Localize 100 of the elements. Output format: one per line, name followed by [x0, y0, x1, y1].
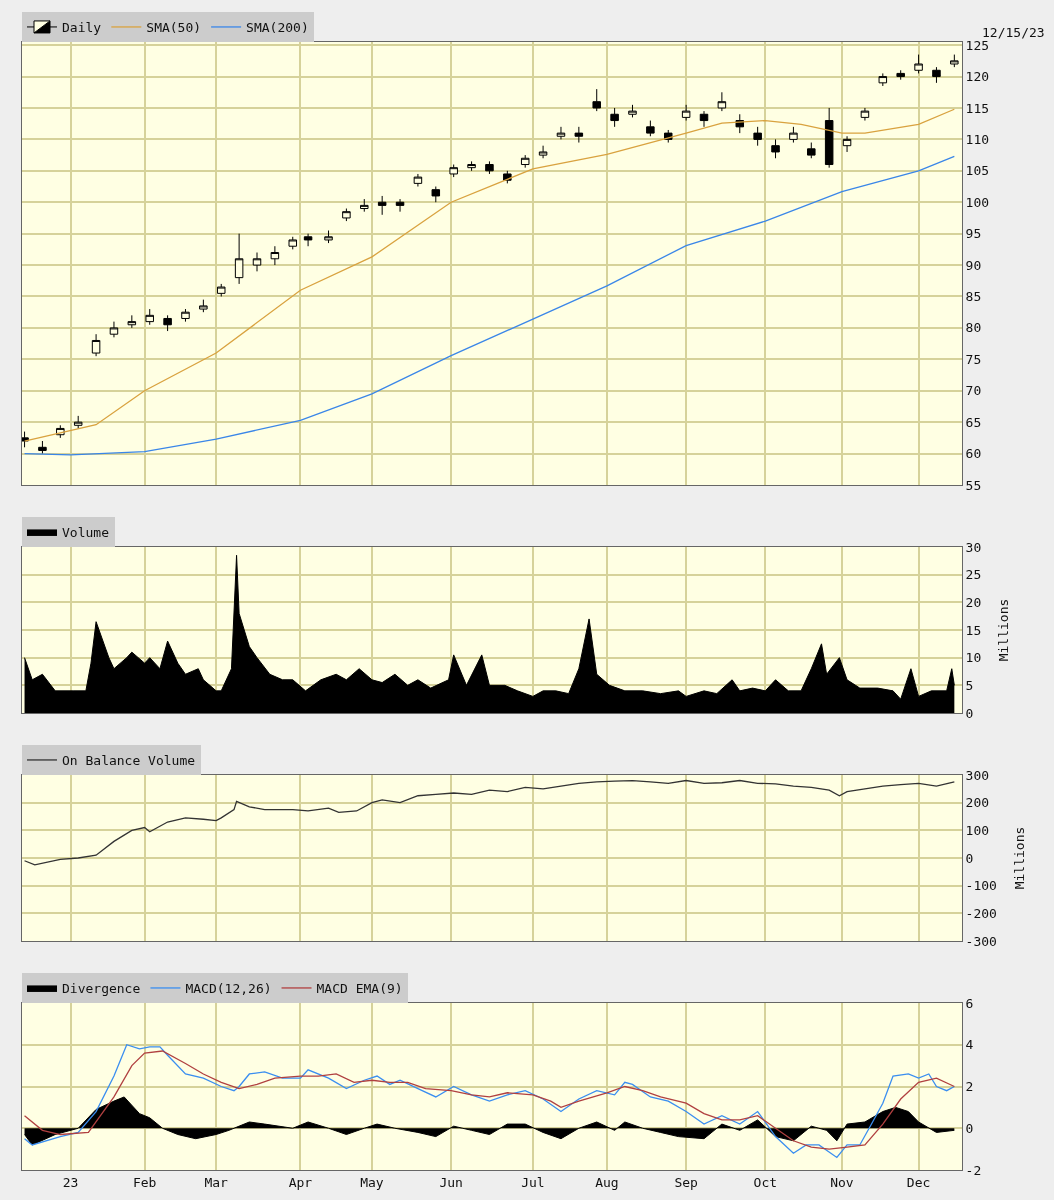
y-tick-label: 95	[965, 226, 982, 242]
y-tick-label: 105	[965, 163, 990, 179]
candlestick	[252, 252, 262, 272]
candlestick	[360, 198, 369, 213]
y-tick-label: 25	[965, 567, 982, 583]
candlestick	[342, 208, 351, 222]
candlestick	[145, 308, 154, 326]
y-tick-label: 80	[965, 320, 982, 336]
candlestick	[449, 164, 458, 178]
legend-label: SMA(200)	[246, 20, 309, 36]
candlestick	[717, 91, 727, 112]
candlestick	[395, 198, 405, 213]
y-tick-label: 2	[965, 1079, 974, 1095]
line-series	[23, 155, 955, 456]
y-tick-label: 65	[965, 414, 982, 430]
candlestick	[377, 195, 387, 216]
x-tick-label: 23	[62, 1174, 79, 1190]
candlestick	[431, 186, 441, 203]
candlestick	[771, 138, 780, 159]
y-tick-label: 110	[965, 131, 990, 147]
y-tick-label: 4	[965, 1037, 974, 1053]
y-tick-label: -2	[965, 1162, 982, 1178]
candlestick	[860, 107, 870, 122]
y-tick-label: 0	[965, 705, 974, 721]
y-tick-label: 0	[965, 850, 974, 866]
legend-label: MACD EMA(9)	[316, 981, 403, 997]
y-tick-label: 200	[965, 795, 990, 811]
x-tick-label: Oct	[753, 1174, 778, 1190]
candlestick	[38, 440, 47, 455]
x-tick-label: Aug	[595, 1174, 619, 1190]
y-tick-label: 85	[965, 289, 982, 305]
x-tick-label: Jul	[521, 1174, 545, 1190]
candlestick	[753, 126, 762, 147]
y-tick-label: 100	[965, 194, 990, 210]
candlestick	[288, 236, 298, 250]
candlestick	[181, 308, 190, 323]
x-tick-label: Jun	[439, 1174, 463, 1190]
candlestick	[556, 126, 566, 140]
x-tick-label: Nov	[830, 1174, 854, 1190]
legend-label: SMA(50)	[146, 20, 202, 36]
candlestick	[896, 69, 905, 81]
candlestick	[592, 88, 601, 112]
x-tick-label: Apr	[288, 1174, 313, 1190]
candlestick	[914, 54, 923, 74]
candlestick	[413, 173, 423, 188]
candlestick	[681, 104, 691, 122]
y-tick-label: 90	[965, 257, 982, 273]
y-tick-label: 15	[965, 622, 982, 638]
line-series	[23, 779, 955, 866]
candlestick	[22, 431, 29, 448]
legend-label: MACD(12,26)	[185, 981, 272, 997]
candlestick	[109, 321, 119, 338]
y-tick-label: 30	[965, 539, 982, 555]
y-tick-label: -300	[965, 933, 997, 949]
candlestick	[73, 415, 83, 429]
candlestick	[574, 126, 584, 144]
y-axis-title: Millions	[1011, 826, 1027, 890]
candlestick	[699, 110, 709, 128]
candlestick	[199, 299, 208, 313]
y-tick-label: 120	[965, 69, 990, 85]
candlestick	[824, 107, 834, 169]
candlestick	[303, 233, 313, 247]
x-tick-label: Mar	[204, 1174, 229, 1190]
y-tick-label: 60	[965, 446, 982, 462]
y-tick-label: 55	[965, 477, 982, 493]
candlestick	[950, 54, 959, 68]
candlestick	[789, 126, 798, 144]
legend-label: Volume	[62, 525, 110, 541]
x-tick-label: Feb	[132, 1174, 157, 1190]
x-tick-label: May	[360, 1174, 384, 1190]
candlestick	[485, 160, 494, 175]
y-tick-label: 125	[965, 37, 990, 53]
y-tick-label: 5	[965, 677, 974, 693]
x-tick-label: Sep	[674, 1174, 699, 1190]
candlestick	[932, 66, 941, 84]
text: 12/15/23	[982, 25, 1045, 40]
y-tick-label: 100	[965, 822, 990, 838]
candlestick	[324, 230, 333, 244]
y-tick-label: -100	[965, 878, 997, 894]
line-series	[23, 108, 955, 442]
candlestick	[878, 72, 888, 87]
legend-label: Daily	[62, 20, 102, 36]
candlestick	[270, 245, 280, 266]
y-tick-label: 0	[965, 1120, 974, 1136]
y-tick-label: 300	[965, 767, 990, 783]
candlestick	[646, 120, 655, 137]
candlestick	[538, 145, 548, 159]
candlestick	[467, 160, 476, 172]
y-tick-label: 70	[965, 383, 982, 399]
y-tick-label: 10	[965, 650, 982, 666]
y-axis-title: Millions	[995, 598, 1011, 662]
candlestick	[610, 107, 619, 128]
candlestick	[127, 314, 137, 329]
y-tick-label: 115	[965, 100, 990, 116]
y-tick-label: 20	[965, 594, 982, 610]
candlestick	[91, 333, 101, 357]
y-tick-label: 75	[965, 351, 982, 367]
candlestick	[807, 142, 816, 159]
legend-label: Divergence	[62, 981, 141, 997]
legend-label: On Balance Volume	[62, 753, 196, 769]
